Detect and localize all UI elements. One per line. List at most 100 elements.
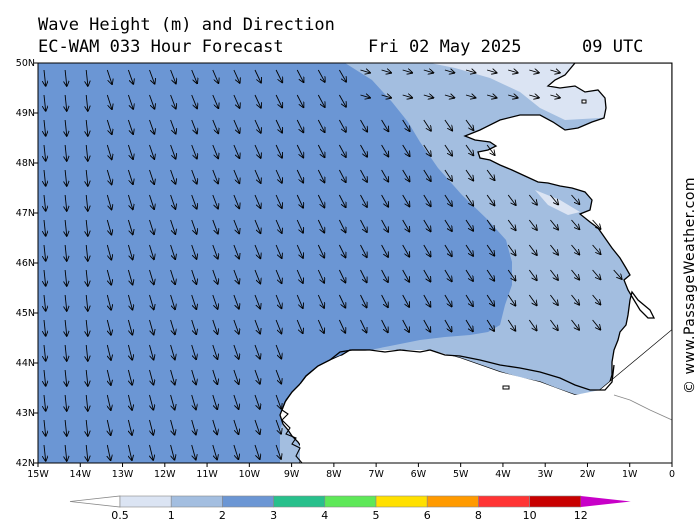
wave-direction-arrow <box>212 194 218 208</box>
lon-tick-label: 2W <box>580 469 596 480</box>
wave-direction-arrow <box>254 244 260 258</box>
wave-direction-arrow <box>402 169 410 181</box>
wave-direction-arrow <box>465 169 473 180</box>
wave-direction-arrow <box>254 369 260 384</box>
wave-direction-arrow <box>254 194 261 208</box>
lon-tick-label: 4W <box>495 469 511 480</box>
wave-direction-arrow <box>465 319 473 331</box>
wave-direction-arrow <box>212 344 218 359</box>
wave-direction-arrow <box>149 219 154 234</box>
wave-direction-arrow <box>191 194 197 209</box>
wave-direction-arrow <box>107 369 111 385</box>
lon-tick-label: 3W <box>537 469 553 480</box>
wave-direction-arrow <box>381 194 389 207</box>
wave-direction-arrow <box>592 244 601 254</box>
border-line <box>613 394 672 421</box>
wave-direction-arrow <box>212 169 218 183</box>
wave-direction-arrow <box>550 269 558 280</box>
wave-direction-arrow <box>339 144 345 157</box>
wave-direction-arrow <box>360 194 367 207</box>
wave-direction-arrow <box>444 95 454 98</box>
wave-direction-arrow <box>317 219 324 233</box>
wave-direction-arrow <box>170 344 175 359</box>
wave-direction-arrow <box>254 269 260 283</box>
wave-direction-arrow <box>317 269 324 283</box>
wave-direction-arrow <box>233 344 239 359</box>
wave-direction-arrow <box>191 344 196 359</box>
wave-direction-arrow <box>44 319 46 336</box>
wave-direction-arrow <box>254 94 261 108</box>
wave-direction-arrow <box>170 119 176 134</box>
wave-direction-arrow <box>296 169 303 183</box>
wave-direction-arrow <box>338 219 345 232</box>
wave-direction-arrow <box>402 244 410 257</box>
wave-direction-arrow <box>338 269 345 282</box>
wave-direction-arrow <box>233 369 239 384</box>
wave-direction-arrow <box>528 269 536 280</box>
wave-direction-arrow <box>360 119 368 132</box>
wave-direction-arrow <box>317 119 324 132</box>
wave-direction-arrow <box>254 119 261 133</box>
forecast-date: Fri 02 May 2025 <box>368 37 522 57</box>
forecast-time: 09 UTC <box>582 37 644 57</box>
lat-tick-label: 42N <box>16 458 35 469</box>
legend-label: 4 <box>321 509 328 522</box>
wave-direction-arrow <box>550 95 559 98</box>
wave-direction-arrow <box>571 319 580 330</box>
wave-direction-arrow <box>86 94 88 111</box>
wave-direction-arrow <box>275 269 281 283</box>
wave-direction-arrow <box>571 194 580 204</box>
wave-direction-arrow <box>444 119 452 130</box>
wave-direction-arrow <box>191 219 197 234</box>
wave-direction-arrow <box>86 244 88 261</box>
wave-direction-arrow <box>529 95 538 98</box>
wave-direction-arrow <box>44 269 46 286</box>
wave-direction-arrow <box>275 369 281 384</box>
wave-direction-arrow <box>107 394 110 410</box>
wave-direction-arrow <box>233 69 240 83</box>
wave-direction-arrow <box>296 94 303 107</box>
wave-direction-arrow <box>444 244 452 256</box>
wave-direction-arrow <box>65 244 67 261</box>
wave-direction-arrow <box>127 294 132 310</box>
wave-direction-arrow <box>254 69 261 83</box>
wave-direction-arrow <box>465 144 473 155</box>
wave-direction-arrow <box>170 244 176 259</box>
wave-direction-arrow <box>150 444 154 460</box>
legend-swatch <box>222 495 274 508</box>
wave-direction-arrow <box>275 194 282 208</box>
wave-direction-arrow <box>170 94 176 109</box>
wave-direction-arrow <box>486 95 496 98</box>
wave-direction-arrow <box>275 144 282 158</box>
wave-direction-arrow <box>528 319 536 330</box>
wave-direction-arrow <box>486 319 494 331</box>
wave-direction-arrow <box>44 244 46 261</box>
wave-direction-arrow <box>107 419 110 435</box>
wave-direction-arrow <box>296 269 303 283</box>
wave-direction-arrow <box>275 169 282 183</box>
wave-direction-arrow <box>107 444 110 460</box>
wave-direction-arrow <box>465 244 473 256</box>
wave-direction-arrow <box>233 94 240 108</box>
wave-direction-arrow <box>170 69 176 83</box>
wave-direction-arrow <box>233 444 238 459</box>
wave-direction-arrow <box>592 294 601 304</box>
wave-direction-arrow <box>127 319 132 335</box>
wave-direction-arrow <box>402 119 410 131</box>
wave-direction-arrow <box>212 269 218 284</box>
wave-direction-arrow <box>86 369 88 386</box>
credit-watermark: © www.PassageWeather.com <box>682 177 698 394</box>
legend-label: 0.5 <box>111 509 129 522</box>
wave-direction-arrow <box>360 219 367 232</box>
wave-direction-arrow <box>65 394 67 411</box>
wave-direction-arrow <box>212 219 218 234</box>
axis-tick-labels: 15W 14W 13W 12W 11W 10W 9W 8W 7W 6W 5W 4W 3W 2W 1W 0 50N… <box>16 58 675 480</box>
wave-direction-arrow <box>528 244 536 255</box>
wave-direction-arrow <box>339 169 345 182</box>
wave-direction-arrow <box>296 119 303 132</box>
wave-direction-arrow <box>106 119 111 134</box>
legend-swatch <box>375 495 428 508</box>
wave-direction-arrow <box>275 344 281 358</box>
wave-direction-arrow <box>149 344 154 360</box>
wave-direction-arrow <box>233 319 239 334</box>
